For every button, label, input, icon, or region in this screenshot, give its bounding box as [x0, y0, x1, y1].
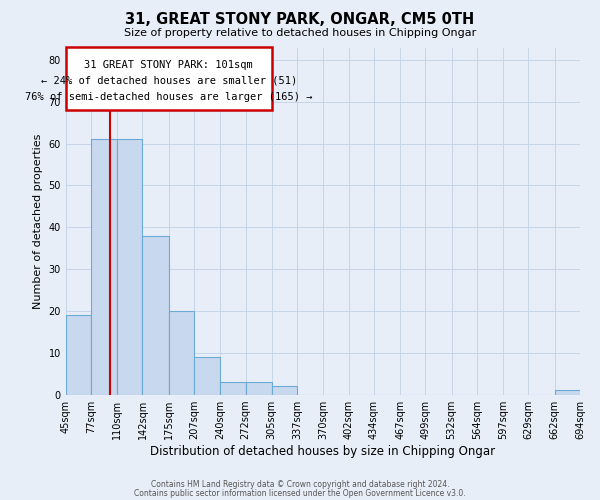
Text: 76% of semi-detached houses are larger (165) →: 76% of semi-detached houses are larger (… — [25, 92, 313, 102]
Bar — [117, 140, 142, 394]
Bar — [272, 386, 297, 394]
Text: 31, GREAT STONY PARK, ONGAR, CM5 0TH: 31, GREAT STONY PARK, ONGAR, CM5 0TH — [125, 12, 475, 28]
Text: Contains public sector information licensed under the Open Government Licence v3: Contains public sector information licen… — [134, 488, 466, 498]
Y-axis label: Number of detached properties: Number of detached properties — [33, 134, 43, 308]
X-axis label: Distribution of detached houses by size in Chipping Ongar: Distribution of detached houses by size … — [150, 444, 496, 458]
Text: 31 GREAT STONY PARK: 101sqm: 31 GREAT STONY PARK: 101sqm — [84, 60, 253, 70]
Bar — [142, 236, 169, 394]
Bar — [194, 357, 220, 395]
Bar — [245, 382, 272, 394]
Bar — [91, 140, 117, 394]
Bar — [169, 311, 194, 394]
Bar — [554, 390, 580, 394]
Text: Size of property relative to detached houses in Chipping Ongar: Size of property relative to detached ho… — [124, 28, 476, 38]
Text: Contains HM Land Registry data © Crown copyright and database right 2024.: Contains HM Land Registry data © Crown c… — [151, 480, 449, 489]
Bar — [65, 48, 272, 110]
Bar — [65, 315, 91, 394]
Text: ← 24% of detached houses are smaller (51): ← 24% of detached houses are smaller (51… — [41, 76, 297, 86]
Bar — [220, 382, 245, 394]
